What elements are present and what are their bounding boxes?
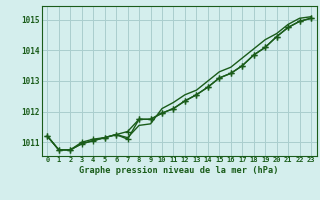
X-axis label: Graphe pression niveau de la mer (hPa): Graphe pression niveau de la mer (hPa) — [79, 166, 279, 175]
